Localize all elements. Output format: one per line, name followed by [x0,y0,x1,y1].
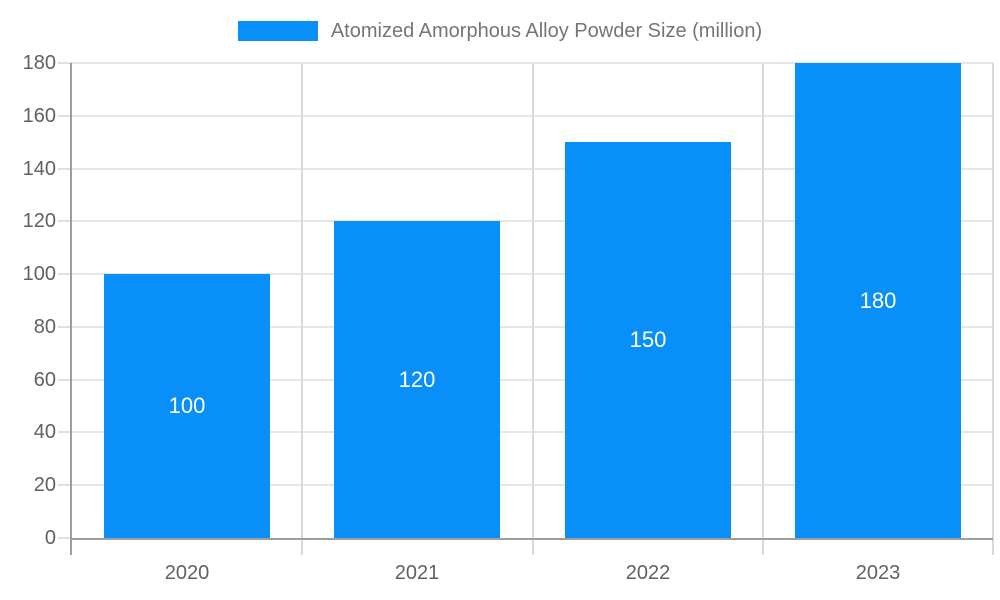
y-axis-tick [58,537,72,539]
y-axis-tick [58,168,72,170]
y-axis-tick-label: 40 [33,421,56,443]
y-axis-tick [58,273,72,275]
y-axis-tick-label: 0 [44,527,56,549]
x-axis-line [70,538,993,540]
gridline-vertical [301,63,303,555]
y-axis-line [70,63,72,555]
bar-2023[interactable] [795,63,961,538]
y-axis-tick-label: 20 [33,474,56,496]
x-axis-tick-label: 2020 [164,562,210,584]
bar-value-label: 120 [398,367,436,392]
x-axis-tick-label: 2023 [855,562,901,584]
y-axis-tick-label: 160 [22,105,56,127]
legend[interactable]: Atomized Amorphous Alloy Powder Size (mi… [0,16,1000,46]
y-axis-tick-label: 100 [22,263,56,285]
y-axis-tick-label: 80 [33,316,56,338]
y-axis-tick [58,62,72,64]
y-axis-tick [58,431,72,433]
bar-2022[interactable] [565,142,731,538]
legend-swatch [237,21,318,41]
bar-2021[interactable] [334,221,500,538]
y-axis-tick [58,379,72,381]
x-axis-tick-label: 2021 [394,562,440,584]
y-axis-tick [58,115,72,117]
bar-value-label: 180 [859,288,897,313]
gridline-vertical [762,63,764,555]
bar-value-label: 150 [629,327,667,352]
y-axis-tick-label: 60 [33,369,56,391]
y-axis-tick-label: 180 [22,52,56,74]
gridline-vertical [992,63,994,555]
y-axis-tick [58,326,72,328]
y-axis-tick [58,220,72,222]
bar-value-label: 100 [168,393,206,418]
legend-label: Atomized Amorphous Alloy Powder Size (mi… [330,19,763,42]
y-axis-tick-label: 120 [22,210,56,232]
y-axis-tick [58,484,72,486]
y-axis-tick-label: 140 [22,158,56,180]
x-axis-tick-label: 2022 [625,562,671,584]
bar-2020[interactable] [104,274,270,538]
gridline-vertical [532,63,534,555]
